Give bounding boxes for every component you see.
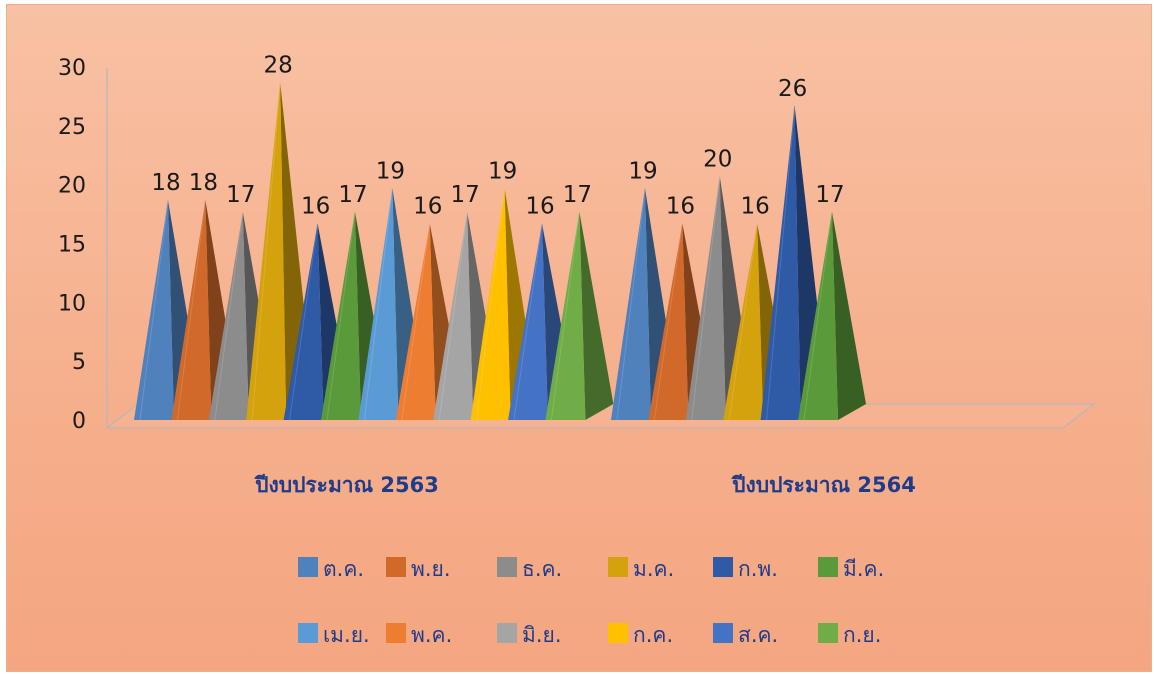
data-label: 20: [703, 147, 732, 173]
legend-label: เม.ย.: [323, 623, 370, 647]
data-label: 16: [666, 194, 695, 220]
pyramid-bar: [545, 211, 614, 421]
legend-swatch: [713, 623, 733, 643]
legend-label: ก.พ.: [738, 557, 778, 581]
legend-item: มิ.ย.: [497, 623, 562, 647]
legend-label: มิ.ย.: [522, 623, 562, 647]
legend-swatch: [497, 557, 517, 577]
legend-label: พ.ย.: [411, 557, 451, 581]
data-label: 19: [376, 158, 405, 184]
data-label: 19: [488, 158, 517, 184]
data-labels: 18 18 17 28 16 17 19 16 17 19 16 17 19 16 20 16 26 17: [151, 53, 844, 220]
legend-swatch: [818, 623, 838, 643]
data-label: 18: [151, 170, 180, 196]
data-label: 17: [226, 182, 255, 208]
legend-item: เม.ย.: [298, 623, 370, 647]
category-label: ปีงบประมาณ 2564: [730, 473, 915, 497]
legend-item: ก.ย.: [818, 623, 881, 647]
data-label: 17: [338, 182, 367, 208]
pyramid-marks: [134, 82, 866, 421]
legend-swatch: [818, 557, 838, 577]
legend-label: พ.ค.: [411, 623, 452, 647]
data-label: 16: [525, 194, 554, 220]
legend-label: ธ.ค.: [522, 557, 562, 581]
y-tick-label: 20: [58, 174, 86, 199]
legend-label: ก.ค.: [633, 623, 673, 647]
data-label: 16: [301, 194, 330, 220]
data-label: 16: [413, 194, 442, 220]
legend-item: ก.พ.: [713, 557, 778, 581]
legend-swatch: [608, 623, 628, 643]
legend-label: ต.ค.: [323, 557, 364, 581]
data-label: 16: [741, 194, 770, 220]
y-tick-label: 0: [72, 409, 86, 434]
legend-swatch: [298, 557, 318, 577]
legend-item: ส.ค.: [713, 623, 778, 647]
legend-swatch: [386, 557, 406, 577]
legend-item: พ.ค.: [386, 623, 452, 647]
legend-item: มี.ค.: [818, 557, 884, 581]
y-tick-label: 30: [58, 56, 86, 81]
data-label: 17: [815, 182, 844, 208]
pyramid-bar: [798, 211, 866, 421]
data-label: 19: [628, 158, 657, 184]
legend-item: ธ.ค.: [497, 557, 562, 581]
legend-item: ม.ค.: [608, 557, 674, 581]
data-label: 18: [189, 170, 218, 196]
data-label: 17: [451, 182, 480, 208]
data-label: 17: [563, 182, 592, 208]
data-label: 26: [778, 76, 807, 102]
legend-swatch: [386, 623, 406, 643]
legend-swatch: [298, 623, 318, 643]
legend-item: พ.ย.: [386, 557, 451, 581]
legend: ต.ค. พ.ย. ธ.ค. ม.ค. ก.พ. มี.ค. เม.ย. พ.ค. มิ.ย. ก…: [298, 557, 884, 647]
legend-label: ม.ค.: [633, 557, 674, 581]
legend-item: ต.ค.: [298, 557, 364, 581]
legend-label: ส.ค.: [738, 623, 778, 647]
y-tick-label: 10: [58, 291, 86, 316]
y-tick-label: 5: [72, 350, 86, 375]
legend-swatch: [608, 557, 628, 577]
data-label: 28: [264, 53, 293, 79]
legend-label: ก.ย.: [843, 623, 881, 647]
legend-item: ก.ค.: [608, 623, 673, 647]
y-tick-label: 25: [58, 115, 86, 140]
legend-swatch: [713, 557, 733, 577]
y-tick-label: 15: [58, 233, 86, 258]
legend-swatch: [497, 623, 517, 643]
category-label: ปีงบประมาณ 2563: [253, 473, 438, 497]
legend-label: มี.ค.: [843, 557, 884, 581]
